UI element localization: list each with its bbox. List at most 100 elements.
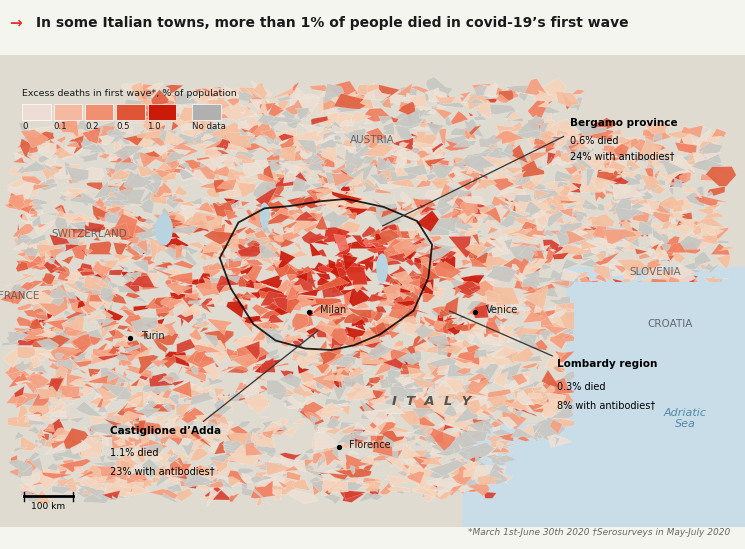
- Polygon shape: [273, 389, 288, 400]
- Polygon shape: [334, 228, 346, 244]
- Polygon shape: [390, 265, 407, 278]
- Polygon shape: [163, 394, 180, 403]
- Polygon shape: [278, 133, 294, 141]
- Polygon shape: [333, 183, 341, 192]
- Polygon shape: [50, 166, 71, 170]
- Polygon shape: [535, 189, 550, 199]
- Polygon shape: [197, 485, 209, 492]
- Polygon shape: [559, 268, 584, 284]
- Polygon shape: [510, 244, 522, 247]
- Text: I  T  A  L  Y: I T A L Y: [393, 395, 472, 408]
- Polygon shape: [154, 262, 174, 268]
- Polygon shape: [130, 424, 149, 440]
- Polygon shape: [276, 98, 289, 117]
- Polygon shape: [95, 279, 117, 297]
- Polygon shape: [110, 151, 121, 161]
- Polygon shape: [35, 411, 55, 421]
- Polygon shape: [264, 324, 271, 330]
- Polygon shape: [479, 252, 498, 266]
- Polygon shape: [94, 121, 127, 143]
- Polygon shape: [299, 371, 315, 388]
- Polygon shape: [247, 133, 250, 143]
- Polygon shape: [503, 256, 530, 274]
- Polygon shape: [370, 198, 386, 210]
- Polygon shape: [534, 399, 562, 417]
- Polygon shape: [98, 216, 107, 222]
- Polygon shape: [489, 465, 504, 475]
- Polygon shape: [339, 201, 354, 211]
- Polygon shape: [328, 314, 347, 326]
- Polygon shape: [96, 257, 106, 276]
- Polygon shape: [89, 416, 112, 424]
- Polygon shape: [320, 481, 337, 492]
- Polygon shape: [346, 272, 366, 293]
- Polygon shape: [549, 205, 557, 211]
- Polygon shape: [566, 318, 578, 324]
- Polygon shape: [336, 366, 347, 374]
- Polygon shape: [64, 361, 81, 370]
- Polygon shape: [308, 310, 314, 316]
- Polygon shape: [187, 242, 204, 250]
- Polygon shape: [617, 266, 650, 278]
- Polygon shape: [339, 194, 368, 209]
- Polygon shape: [86, 336, 101, 345]
- Polygon shape: [562, 244, 590, 256]
- Polygon shape: [191, 220, 209, 226]
- Polygon shape: [202, 264, 221, 281]
- Polygon shape: [560, 200, 579, 203]
- Polygon shape: [77, 117, 89, 132]
- Polygon shape: [240, 294, 251, 303]
- Polygon shape: [206, 87, 225, 99]
- Polygon shape: [298, 410, 318, 423]
- Polygon shape: [487, 227, 499, 234]
- Polygon shape: [673, 253, 685, 263]
- Polygon shape: [523, 311, 546, 323]
- Polygon shape: [507, 399, 527, 412]
- Polygon shape: [150, 168, 175, 183]
- Polygon shape: [229, 493, 239, 502]
- Polygon shape: [496, 142, 525, 159]
- Polygon shape: [214, 388, 226, 397]
- Polygon shape: [260, 158, 291, 170]
- Polygon shape: [364, 119, 373, 124]
- Polygon shape: [153, 182, 172, 198]
- Polygon shape: [383, 357, 404, 369]
- Polygon shape: [145, 298, 165, 309]
- Polygon shape: [130, 262, 160, 282]
- Polygon shape: [434, 432, 443, 444]
- Polygon shape: [169, 474, 187, 479]
- Polygon shape: [278, 481, 288, 488]
- Polygon shape: [559, 211, 588, 217]
- Polygon shape: [63, 214, 95, 223]
- Polygon shape: [419, 414, 435, 427]
- Polygon shape: [486, 395, 512, 413]
- Polygon shape: [226, 245, 252, 262]
- Polygon shape: [303, 184, 311, 189]
- Polygon shape: [182, 121, 200, 131]
- Polygon shape: [378, 450, 402, 466]
- Polygon shape: [362, 358, 383, 366]
- Polygon shape: [180, 386, 203, 399]
- Polygon shape: [394, 384, 398, 394]
- Polygon shape: [375, 316, 390, 328]
- Polygon shape: [408, 472, 421, 479]
- Polygon shape: [548, 296, 571, 309]
- Polygon shape: [653, 228, 664, 242]
- Polygon shape: [396, 300, 416, 307]
- Polygon shape: [673, 178, 682, 189]
- Polygon shape: [650, 243, 659, 251]
- Polygon shape: [220, 452, 238, 462]
- Polygon shape: [434, 315, 459, 327]
- Polygon shape: [486, 287, 519, 306]
- Polygon shape: [378, 293, 389, 302]
- Polygon shape: [350, 466, 355, 475]
- Polygon shape: [248, 121, 261, 139]
- Polygon shape: [413, 199, 427, 209]
- Polygon shape: [652, 222, 662, 228]
- Polygon shape: [243, 251, 255, 261]
- Polygon shape: [559, 296, 573, 310]
- Polygon shape: [313, 306, 340, 317]
- Polygon shape: [46, 213, 59, 216]
- Polygon shape: [182, 294, 202, 307]
- Polygon shape: [104, 336, 114, 342]
